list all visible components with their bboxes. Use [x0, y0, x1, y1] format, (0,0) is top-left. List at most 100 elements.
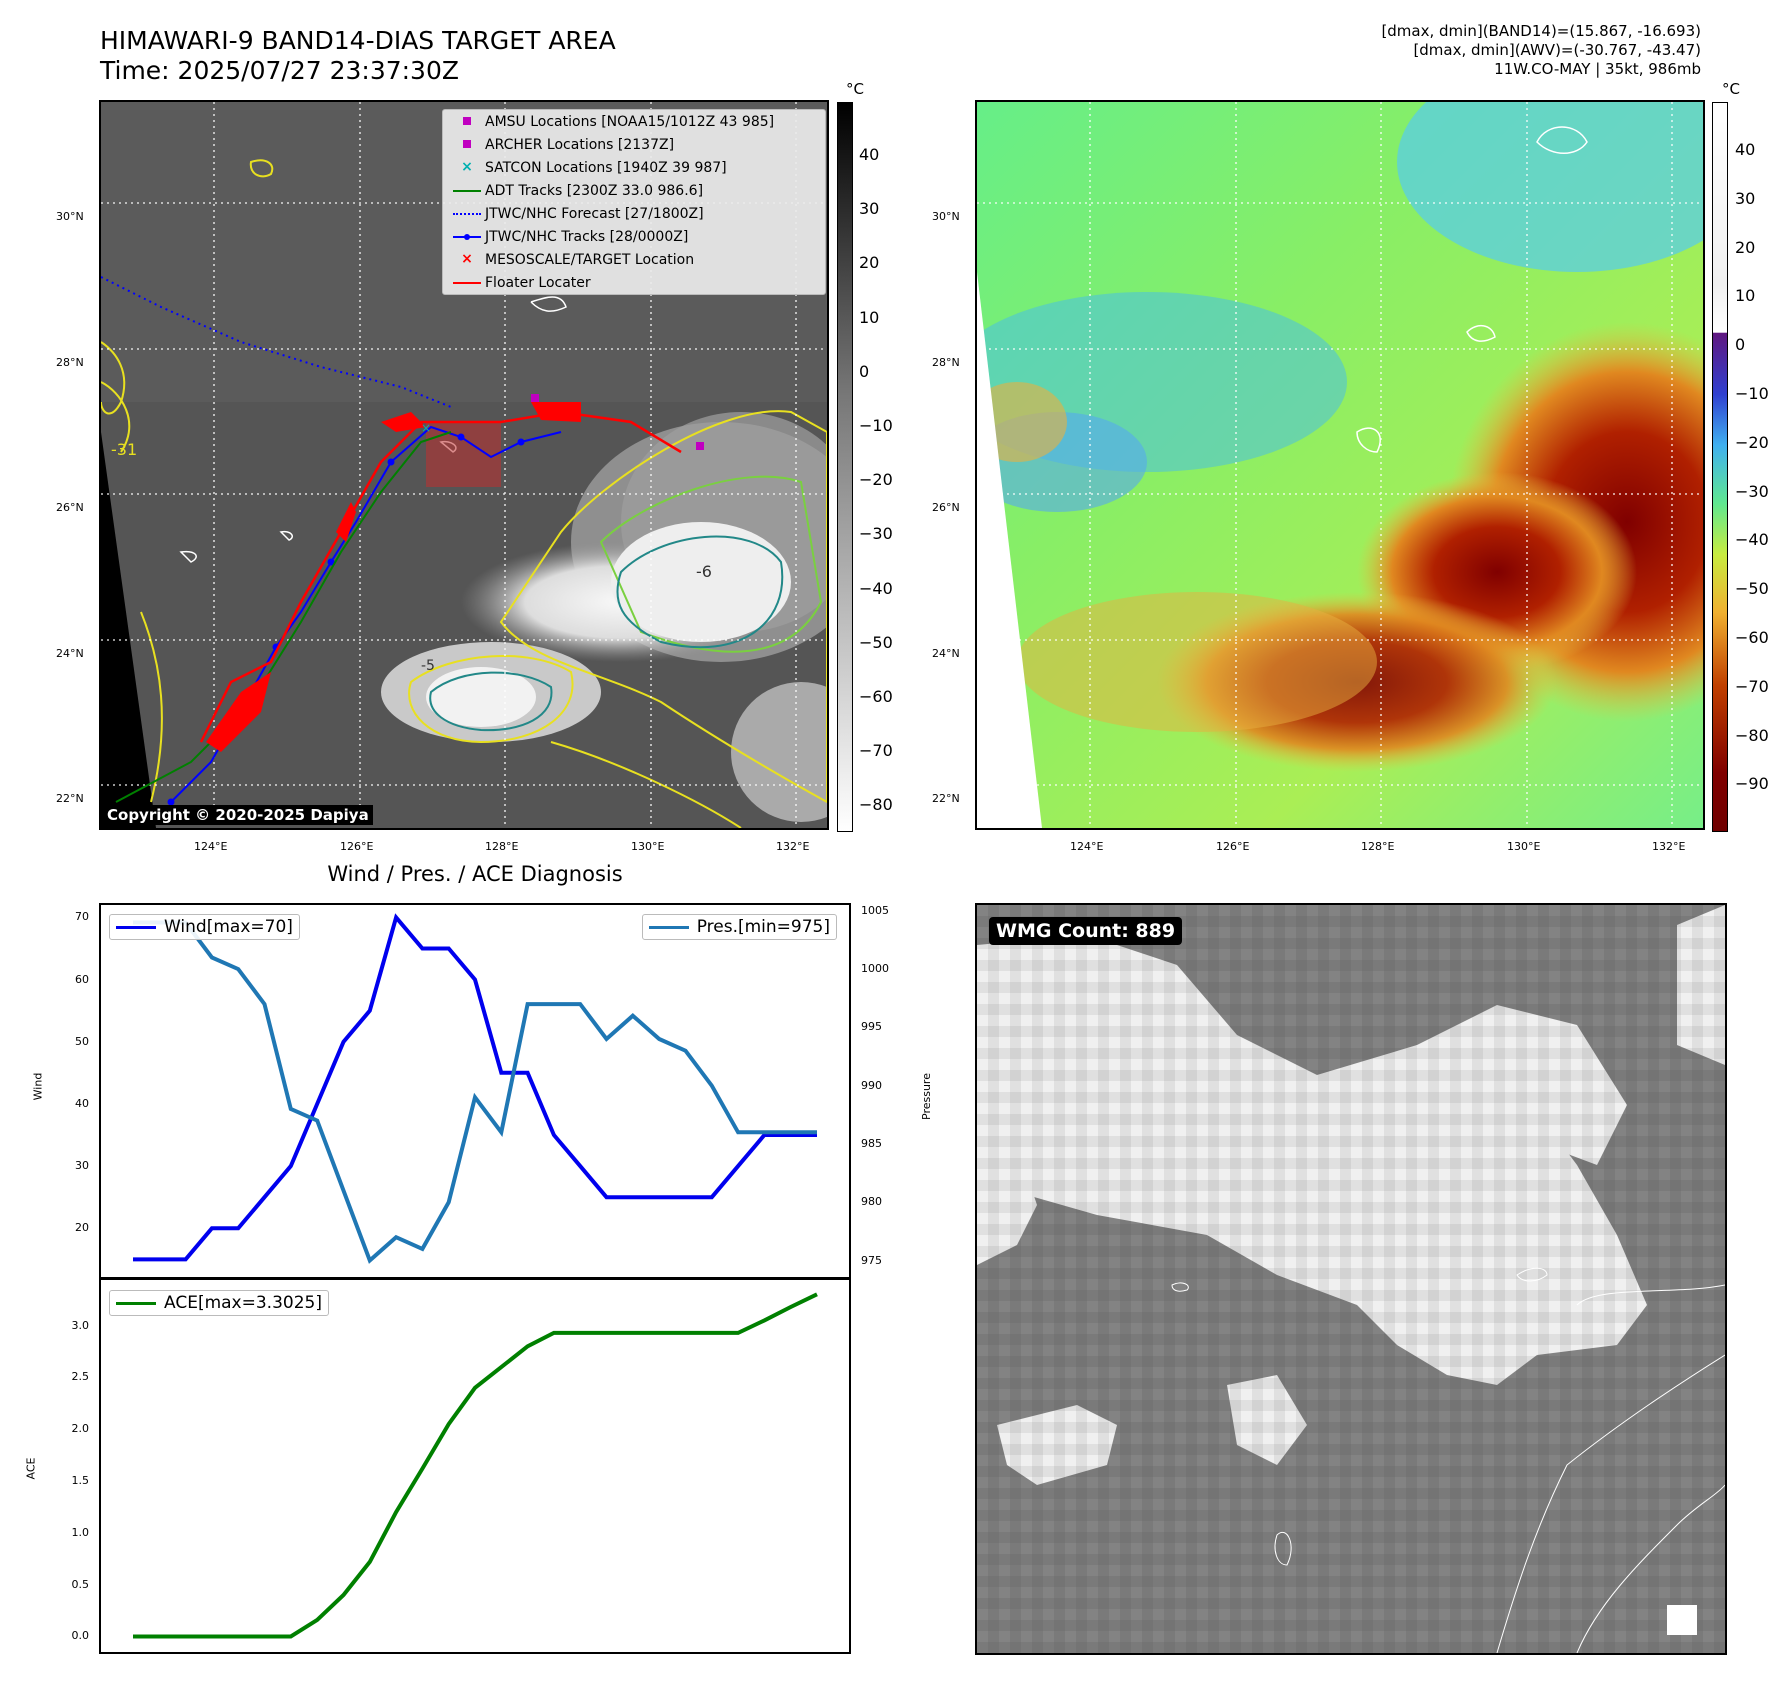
left-axis-tick-label: 0.0: [71, 1629, 90, 1643]
left-axis-tick-label: 3.0: [71, 1318, 90, 1332]
right-axis-tick-label: 980: [861, 1195, 882, 1209]
left-axis-tick-label: 2.0: [71, 1422, 90, 1436]
contour-label-minus31: -31: [111, 440, 138, 459]
left-axis-tick-label: 0.5: [71, 1577, 90, 1591]
lon-label: 124°E: [1070, 840, 1104, 853]
left-axis-tick-label: 60: [75, 972, 89, 986]
colorbar-left-tick-label: 20: [859, 253, 880, 273]
legend-wind-swatch: [116, 925, 156, 929]
lat-label: 26°N: [932, 501, 960, 514]
lat-label: 30°N: [56, 210, 84, 223]
svg-text:×: ×: [421, 421, 431, 435]
colorbar-right: [1712, 102, 1728, 832]
colorbar-right-tick-label: −30: [1735, 481, 1769, 501]
lat-label: 28°N: [56, 356, 84, 369]
colorbar-right-unit: °C: [1722, 80, 1740, 98]
colorbar-right-tick-label: −90: [1735, 774, 1769, 794]
awv-map-svg: [977, 102, 1703, 828]
wind-axis-label: Wind: [31, 1072, 45, 1101]
diagnosis-title: Wind / Pres. / ACE Diagnosis: [327, 862, 623, 886]
lat-label: 30°N: [932, 210, 960, 223]
wind-pres-panel: Wind[max=70] Pres.[min=975]: [99, 903, 851, 1280]
colorbar-right-tick-label: 40: [1735, 140, 1756, 159]
legend-item-archer: ARCHER Locations [2137Z]: [443, 133, 825, 156]
legend-item-forecast: JTWC/NHC Forecast [27/1800Z]: [443, 202, 825, 225]
lon-label: 128°E: [485, 840, 519, 853]
legend-item-satcon: × SATCON Locations [1940Z 39 987]: [461, 159, 727, 176]
contour-label-minus5: -5: [421, 658, 435, 674]
legend-ace-swatch: [116, 1301, 156, 1305]
contour-label-minus6: -6: [696, 562, 712, 581]
colorbar-left-tick-label: −70: [859, 741, 893, 761]
left-axis-tick-label: 2.5: [71, 1370, 90, 1384]
legend-ace: ACE[max=3.3025]: [109, 1290, 329, 1316]
colorbar-left-tick-label: 40: [859, 145, 880, 164]
series-line-1: [133, 920, 817, 1264]
lat-label: 24°N: [932, 647, 960, 660]
colorbar-left: [837, 102, 853, 832]
colorbar-right-tick-label: −60: [1735, 628, 1769, 647]
colorbar-right-tick-label: −80: [1735, 725, 1769, 745]
right-axis-tick-label: 975: [861, 1253, 882, 1267]
wmg-count-badge: WMG Count: 889: [989, 917, 1183, 945]
lat-label: 28°N: [932, 356, 960, 369]
colorbar-right-tick-label: −40: [1735, 530, 1769, 550]
lat-label: 22°N: [56, 792, 84, 805]
ace-svg: [133, 1292, 818, 1639]
lat-label: 26°N: [56, 501, 84, 514]
lon-label: 130°E: [1507, 840, 1541, 853]
info-panel: [dmax, dmin](BAND14)=(15.867, -16.693) […: [1381, 22, 1701, 79]
right-axis-tick-label: 995: [861, 1020, 882, 1034]
colorbar-right-tick-label: −70: [1735, 676, 1769, 696]
info-line-awv: [dmax, dmin](AWV)=(-30.767, -43.47): [1413, 41, 1701, 59]
lon-label: 126°E: [1216, 840, 1250, 853]
lat-label: 22°N: [932, 792, 960, 805]
colorbar-left-tick-label: 10: [859, 307, 880, 327]
wmg-panel: WMG Count: 889: [975, 903, 1727, 1655]
right-axis-tick-label: 1000: [861, 962, 889, 976]
lon-label: 132°E: [1652, 840, 1686, 853]
lon-label: 130°E: [631, 840, 665, 853]
colorbar-left-tick-label: −30: [859, 524, 893, 544]
legend-item-floater: Floater Locater: [443, 271, 825, 294]
figure-title-line2: Time: 2025/07/27 23:37:30Z: [100, 56, 459, 85]
left-axis-tick-label: 50: [75, 1034, 89, 1048]
colorbar-left-tick-label: −50: [859, 632, 893, 652]
left-axis-tick-label: 30: [75, 1159, 89, 1173]
legend-pressure: Pres.[min=975]: [641, 914, 837, 940]
colorbar-right-tick-label: 10: [1735, 286, 1756, 306]
left-axis-tick-label: 1.5: [71, 1474, 90, 1488]
legend-item-tracks: JTWC/NHC Tracks [28/0000Z]: [443, 225, 825, 248]
legend-item-amsu: AMSU Locations [NOAA15/1012Z 43 985]: [443, 110, 825, 133]
lon-label: 126°E: [340, 840, 374, 853]
legend-item-adt: ADT Tracks [2300Z 33.0 986.6]: [443, 179, 825, 202]
wind-pres-svg: [133, 913, 817, 1264]
right-axis-tick-label: 985: [861, 1136, 882, 1150]
colorbar-left-tick-label: −80: [859, 795, 893, 815]
colorbar-left-tick-label: 0: [859, 361, 870, 381]
colorbar-right-tick-label: −20: [1735, 432, 1769, 452]
right-axis-tick-label: 1005: [861, 903, 889, 917]
legend-pressure-swatch: [648, 925, 689, 929]
figure-title-line1: HIMAWARI-9 BAND14-DIAS TARGET AREA: [100, 26, 616, 55]
info-line-band14: [dmax, dmin](BAND14)=(15.867, -16.693): [1381, 22, 1701, 40]
map-legend: AMSU Locations [NOAA15/1012Z 43 985] ARC…: [442, 109, 826, 295]
left-axis-tick-label: 70: [75, 910, 89, 924]
colorbar-right-tick-label: 30: [1735, 188, 1756, 208]
left-axis-tick-label: 20: [75, 1221, 89, 1235]
left-axis-tick-label: 40: [75, 1096, 89, 1110]
lon-label: 124°E: [194, 840, 228, 853]
legend-item-mesoscale: × MESOSCALE/TARGET Location: [461, 251, 695, 268]
lon-label: 128°E: [1361, 840, 1395, 853]
ir-map-panel: × -31 -6 -5 AMSU Locations [NOAA15/1012Z…: [99, 100, 829, 830]
colorbar-left-tick-label: −60: [859, 687, 893, 706]
copyright-notice: Copyright © 2020-2025 Dapiya: [103, 805, 373, 825]
wmg-svg: [977, 905, 1725, 1653]
colorbar-left-tick-label: −20: [859, 470, 893, 490]
pressure-axis-label: Pressure: [919, 1073, 933, 1120]
colorbar-left-tick-label: −40: [859, 578, 893, 598]
awv-map-panel: [975, 100, 1705, 830]
series-line-0: [133, 1292, 818, 1639]
info-line-storm: 11W.CO-MAY | 35kt, 986mb: [1494, 60, 1701, 78]
colorbar-right-tick-label: −50: [1735, 579, 1769, 599]
